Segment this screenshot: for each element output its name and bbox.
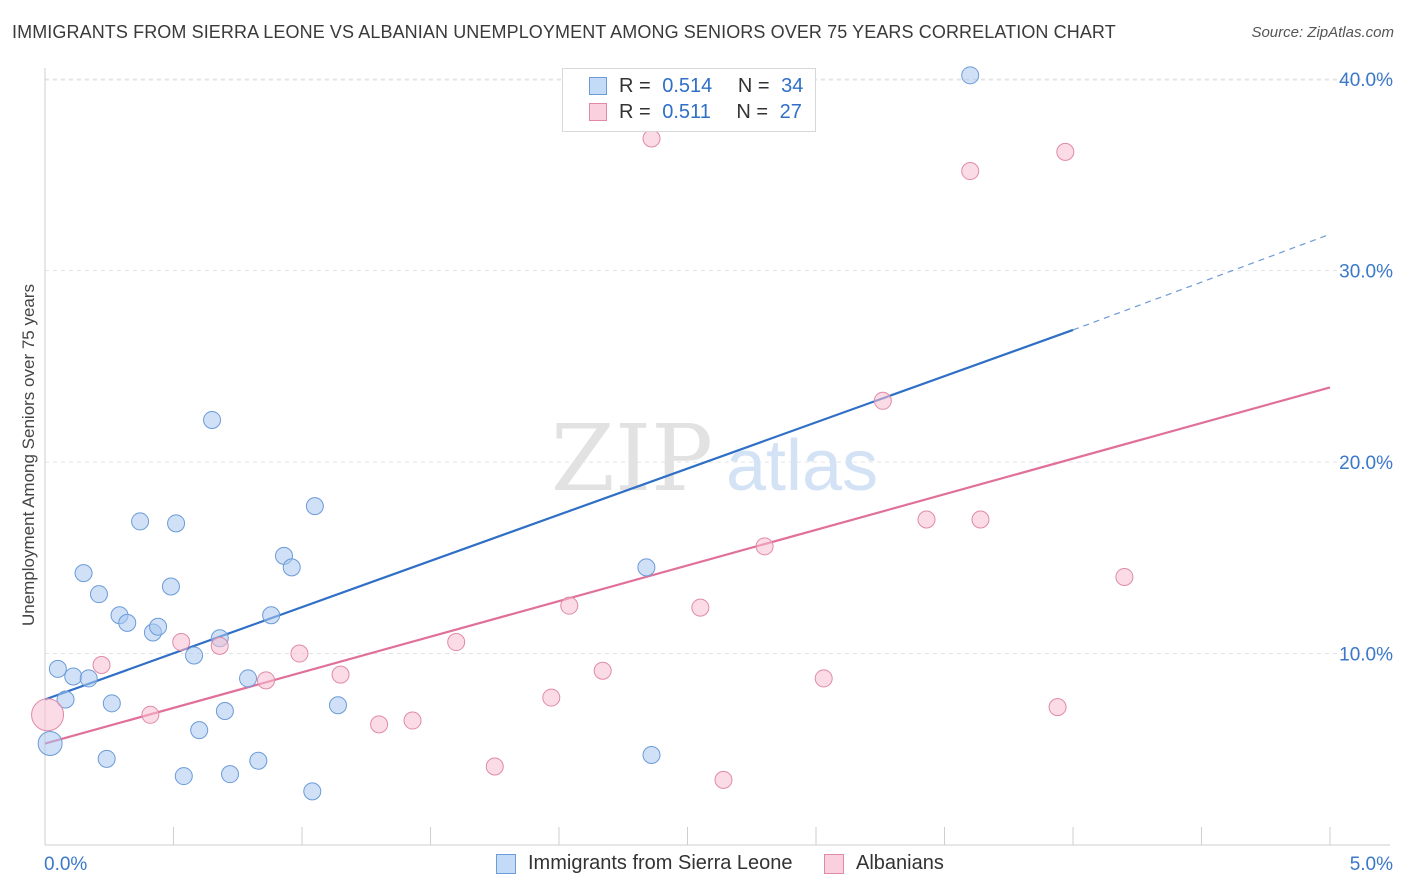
point-sierra-leone xyxy=(48,659,67,678)
point-sierra-leone xyxy=(118,613,137,632)
point-sierra-leone xyxy=(262,606,281,625)
point-albanians xyxy=(172,633,191,652)
axes xyxy=(44,68,1390,846)
y-tick-label: 20.0% xyxy=(1339,453,1393,474)
trend-line-extension-0 xyxy=(1072,233,1331,331)
watermark-zip: ZIP xyxy=(551,405,713,512)
point-sierra-leone xyxy=(64,667,83,686)
point-albanians xyxy=(1048,698,1067,717)
point-albanians xyxy=(92,656,111,675)
point-sierra-leone xyxy=(185,646,204,665)
point-albanians xyxy=(447,633,466,652)
x-tick-label: 5.0% xyxy=(1350,854,1393,875)
point-sierra-leone xyxy=(239,669,258,688)
point-sierra-leone xyxy=(167,514,186,533)
point-albanians xyxy=(210,636,229,655)
point-sierra-leone xyxy=(303,782,322,801)
legend-n-label: N = xyxy=(737,75,770,97)
point-sierra-leone xyxy=(89,585,108,604)
y-tick-label: 10.0% xyxy=(1339,645,1393,666)
point-sierra-leone xyxy=(190,721,209,740)
point-sierra-leone xyxy=(74,564,93,583)
point-sierra-leone xyxy=(203,410,222,429)
point-albanians xyxy=(1056,142,1075,161)
legend-r-value: 0.514 xyxy=(662,75,713,97)
watermark: ZIP atlas xyxy=(551,405,878,512)
stats-legend: R = 0.514 N = 34 R = 0.511 N = 27 xyxy=(562,68,816,132)
point-albanians xyxy=(403,711,422,730)
point-albanians xyxy=(257,671,276,690)
point-sierra-leone xyxy=(131,512,150,531)
point-sierra-leone xyxy=(637,558,656,577)
point-sierra-leone xyxy=(56,690,75,709)
source-credit: Source: ZipAtlas.com xyxy=(1251,24,1394,41)
point-albanians xyxy=(642,129,661,148)
legend-n-value: 27 xyxy=(779,101,802,123)
data-points xyxy=(31,66,1134,801)
point-albanians xyxy=(714,770,733,789)
point-sierra-leone xyxy=(174,767,193,786)
point-albanians xyxy=(370,715,389,734)
x-tick-label: 0.0% xyxy=(44,854,87,875)
point-sierra-leone xyxy=(282,558,301,577)
point-albanians xyxy=(31,698,65,732)
legend-r-label: R = xyxy=(619,101,651,123)
point-albanians xyxy=(691,598,710,617)
legend-swatch-blue xyxy=(496,854,516,874)
series-name: Albanians xyxy=(856,852,944,874)
point-sierra-leone xyxy=(961,66,980,85)
point-albanians xyxy=(331,665,350,684)
point-albanians xyxy=(560,596,579,615)
point-sierra-leone xyxy=(161,577,180,596)
y-tick-label: 30.0% xyxy=(1339,262,1393,283)
point-sierra-leone xyxy=(642,746,661,765)
y-axis-label: Unemployment Among Seniors over 75 years xyxy=(19,284,38,626)
legend-swatch-pink xyxy=(589,103,607,121)
point-albanians xyxy=(593,661,612,680)
point-sierra-leone xyxy=(328,696,347,715)
watermark-atlas: atlas xyxy=(726,426,878,506)
legend-r-label: R = xyxy=(619,75,651,97)
point-albanians xyxy=(141,705,160,724)
chart-title: IMMIGRANTS FROM SIERRA LEONE VS ALBANIAN… xyxy=(12,22,1116,42)
point-sierra-leone xyxy=(79,669,98,688)
point-albanians xyxy=(873,391,892,410)
point-albanians xyxy=(814,669,833,688)
point-sierra-leone xyxy=(97,749,116,768)
legend-n-label: N = xyxy=(736,101,769,123)
point-albanians xyxy=(917,510,936,529)
point-sierra-leone xyxy=(305,497,324,516)
point-albanians xyxy=(290,644,309,663)
y-tick-label: 40.0% xyxy=(1339,70,1393,91)
tick-labels: 10.0% 20.0% 30.0% 40.0% 0.0% 5.0% xyxy=(44,70,1393,875)
point-sierra-leone xyxy=(249,751,268,770)
point-sierra-leone xyxy=(221,765,240,784)
point-albanians xyxy=(485,757,504,776)
point-albanians xyxy=(755,537,774,556)
point-sierra-leone xyxy=(149,617,168,636)
point-sierra-leone xyxy=(215,701,234,720)
point-sierra-leone xyxy=(102,694,121,713)
grid-lines xyxy=(45,78,1390,655)
trend-line-0 xyxy=(44,328,1074,701)
point-albanians xyxy=(542,688,561,707)
series-name: Immigrants from Sierra Leone xyxy=(528,852,793,874)
point-albanians xyxy=(971,510,990,529)
point-albanians xyxy=(961,162,980,181)
point-sierra-leone xyxy=(37,731,63,757)
legend-swatch-pink xyxy=(824,854,844,874)
point-albanians xyxy=(1115,567,1134,586)
legend-r-value: 0.511 xyxy=(662,101,711,123)
legend-swatch-blue xyxy=(589,77,607,95)
legend-n-value: 34 xyxy=(781,75,804,97)
